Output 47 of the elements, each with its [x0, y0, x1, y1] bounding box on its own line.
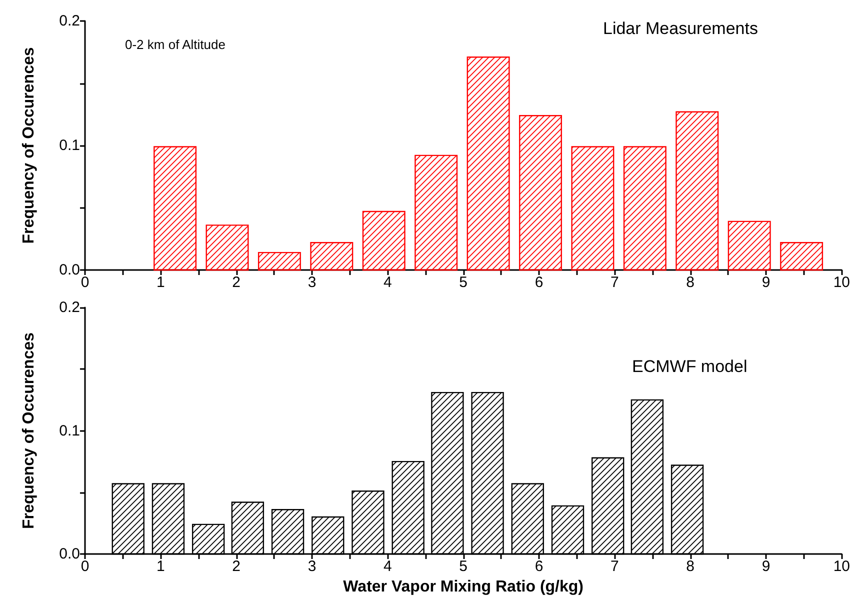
x-tick-label: 7: [610, 558, 619, 575]
x-tick-label: 5: [459, 274, 468, 291]
y-tick-label: 0.0: [59, 546, 80, 562]
x-axis-title: Water Vapor Mixing Ratio (g/kg): [343, 578, 584, 596]
x-tick-label: 8: [686, 558, 694, 575]
x-tick-label: 6: [534, 558, 544, 575]
y-tick-label: 0.2: [59, 299, 80, 316]
bar: [676, 111, 719, 271]
bar: [571, 146, 614, 271]
x-tick-label: 1: [156, 558, 165, 575]
x-tick-label: 6: [534, 274, 544, 291]
y-tick-label: 0.2: [59, 12, 80, 30]
x-tick-label: 3: [308, 274, 316, 291]
x-tick-label: 7: [610, 274, 619, 291]
bar: [362, 210, 406, 271]
x-tick-label: 0: [80, 558, 90, 575]
x-tick-label: 9: [762, 558, 770, 575]
annotation: Lidar Measurements: [603, 19, 758, 38]
y-tick-label: 0.1: [59, 137, 80, 154]
x-tick-label: 5: [459, 558, 468, 575]
y-axis-title: Frequency of Occurences: [20, 47, 38, 244]
x-tick-label: 3: [308, 558, 316, 575]
bar: [414, 154, 458, 271]
annotation: ECMWF model: [632, 357, 748, 376]
x-tick-label: 1: [156, 274, 165, 291]
bar: [258, 252, 301, 271]
x-tick-label: 2: [232, 274, 241, 291]
x-tick-label: 2: [232, 558, 241, 575]
bar: [154, 146, 197, 271]
x-tick-label: 8: [686, 274, 694, 291]
x-tick-label: 0: [80, 274, 90, 291]
bar: [466, 56, 510, 271]
x-tick-label: 9: [762, 274, 770, 291]
x-tick-label: 10: [833, 558, 850, 575]
x-tick-label: 10: [833, 274, 850, 291]
y-tick-label: 0.0: [59, 262, 80, 278]
y-axis-title: Frequency of Occurences: [20, 332, 38, 530]
bar: [206, 224, 249, 271]
bar: [728, 220, 771, 271]
x-tick-label: 4: [383, 558, 392, 575]
x-tick-label: 4: [383, 274, 392, 291]
bar: [780, 242, 824, 271]
annotation: 0-2 km of Altitude: [125, 37, 226, 52]
bar: [519, 115, 562, 271]
bar: [623, 146, 666, 271]
bar: [310, 242, 354, 271]
y-tick-label: 0.1: [59, 422, 80, 440]
